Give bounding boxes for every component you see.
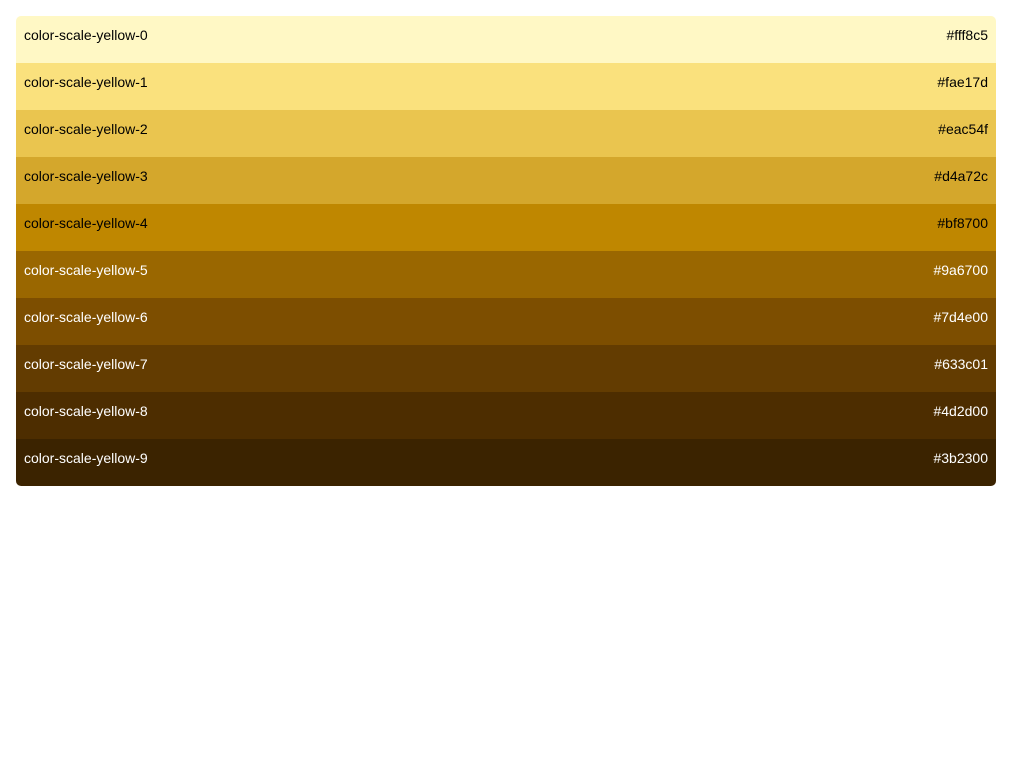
color-scale-list: color-scale-yellow-0 #fff8c5 color-scale… <box>16 16 996 486</box>
swatch-name: color-scale-yellow-4 <box>24 215 148 231</box>
swatch-yellow-1: color-scale-yellow-1 #fae17d <box>16 63 996 110</box>
swatch-hex: #bf8700 <box>937 215 988 231</box>
swatch-name: color-scale-yellow-9 <box>24 450 148 466</box>
swatch-name: color-scale-yellow-1 <box>24 74 148 90</box>
swatch-hex: #9a6700 <box>933 262 988 278</box>
swatch-yellow-2: color-scale-yellow-2 #eac54f <box>16 110 996 157</box>
swatch-yellow-8: color-scale-yellow-8 #4d2d00 <box>16 392 996 439</box>
swatch-hex: #eac54f <box>938 121 988 137</box>
swatch-name: color-scale-yellow-3 <box>24 168 148 184</box>
swatch-yellow-6: color-scale-yellow-6 #7d4e00 <box>16 298 996 345</box>
swatch-hex: #633c01 <box>934 356 988 372</box>
swatch-yellow-7: color-scale-yellow-7 #633c01 <box>16 345 996 392</box>
swatch-hex: #fff8c5 <box>946 27 988 43</box>
swatch-yellow-0: color-scale-yellow-0 #fff8c5 <box>16 16 996 63</box>
swatch-yellow-5: color-scale-yellow-5 #9a6700 <box>16 251 996 298</box>
swatch-hex: #4d2d00 <box>933 403 988 419</box>
swatch-yellow-9: color-scale-yellow-9 #3b2300 <box>16 439 996 486</box>
swatch-hex: #fae17d <box>937 74 988 90</box>
swatch-name: color-scale-yellow-6 <box>24 309 148 325</box>
swatch-hex: #3b2300 <box>933 450 988 466</box>
swatch-yellow-4: color-scale-yellow-4 #bf8700 <box>16 204 996 251</box>
swatch-name: color-scale-yellow-0 <box>24 27 148 43</box>
swatch-yellow-3: color-scale-yellow-3 #d4a72c <box>16 157 996 204</box>
swatch-hex: #7d4e00 <box>933 309 988 325</box>
swatch-name: color-scale-yellow-8 <box>24 403 148 419</box>
swatch-name: color-scale-yellow-7 <box>24 356 148 372</box>
swatch-hex: #d4a72c <box>934 168 988 184</box>
swatch-name: color-scale-yellow-2 <box>24 121 148 137</box>
swatch-name: color-scale-yellow-5 <box>24 262 148 278</box>
